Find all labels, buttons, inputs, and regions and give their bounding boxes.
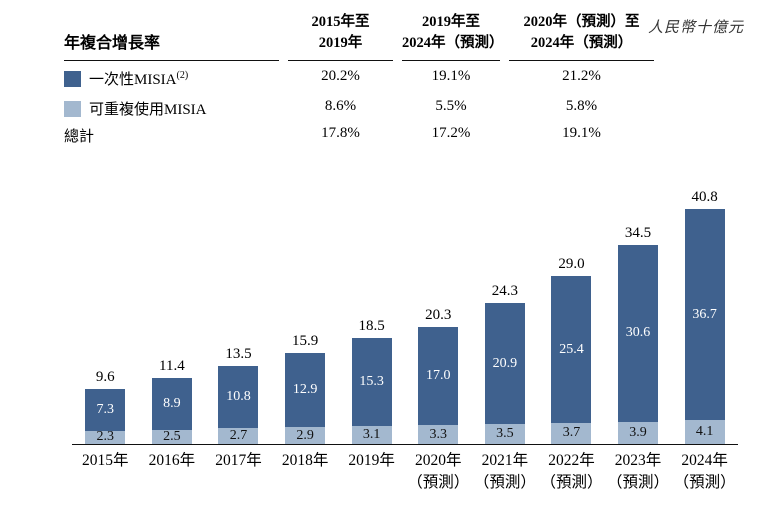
col-header-2020-2024: 2020年（預測）至 2024年（預測） xyxy=(509,12,654,62)
total-row-label: 總計 xyxy=(64,121,279,148)
bar-group: 9.6 7.3 2.3 xyxy=(72,180,139,444)
table-value: 5.5% xyxy=(435,98,467,115)
bar-total-label: 40.8 xyxy=(691,189,718,205)
bar-segment-reusable-misia: 3.3 xyxy=(418,425,459,444)
col-header-line: 2024年（預測） xyxy=(402,35,504,52)
bar-segment-onetime-misia: 12.9 xyxy=(285,353,326,428)
col-header-2015-2019: 2015年至 2019年 xyxy=(288,12,393,62)
x-axis: 2015年 2016年 2017年 2018年 2019年 2020年 （預測） 2021年（… xyxy=(72,450,738,493)
table-value: 19.1% xyxy=(431,68,471,85)
cagr-table: 年複合增長率 2015年至 2019年 2019年至 2024年（預測） 202… xyxy=(64,12,654,148)
legend-label: 一次性MISIA(2) xyxy=(89,70,189,89)
x-axis-label: 2022年 （預測） xyxy=(540,452,603,491)
table-value: 5.8% xyxy=(565,98,598,115)
bar-group: 40.8 36.7 4.1 xyxy=(671,180,738,444)
legend-swatch-dark-icon xyxy=(64,70,81,87)
bar-group: 13.5 10.8 2.7 xyxy=(205,180,272,444)
bar-segment-reusable-misia: 3.5 xyxy=(484,423,525,444)
bar-total-label: 15.9 xyxy=(291,333,319,349)
table-value: 17.2% xyxy=(431,125,471,142)
col-header-line: 2020年（預測）至 xyxy=(523,14,640,30)
bar-segment-onetime-misia: 8.9 xyxy=(151,378,192,430)
bar-total-label: 24.3 xyxy=(491,283,518,300)
x-axis-label: 2016年 xyxy=(148,452,196,469)
legend-onetime-misia: 一次性MISIA(2) xyxy=(64,61,279,91)
col-header-2019-2024: 2019年至 2024年（預測） xyxy=(402,12,504,62)
bar-segment-reusable-misia: 3.7 xyxy=(551,422,592,444)
bar-group: 11.4 8.9 2.5 xyxy=(139,180,206,444)
bar-segment-onetime-misia: 30.6 xyxy=(618,245,659,422)
bar-group: 24.3 20.9 3.5 xyxy=(472,180,539,444)
bar-group: 18.5 15.3 3.1 xyxy=(338,180,405,444)
bar-segment-reusable-misia: 2.3 xyxy=(85,430,126,444)
bar-segment-onetime-misia: 17.0 xyxy=(418,327,459,425)
x-axis-label: 2015年 xyxy=(82,452,129,469)
bar-segment-reusable-misia: 2.7 xyxy=(218,428,259,444)
bar-total-label: 20.3 xyxy=(425,307,452,324)
table-value: 19.1% xyxy=(562,125,601,142)
bar-segment-onetime-misia: 20.9 xyxy=(484,303,525,424)
table-value: 8.6% xyxy=(324,98,357,115)
bar-segment-onetime-misia: 36.7 xyxy=(684,209,725,421)
legend-swatch-light-icon xyxy=(64,100,81,117)
bar-segment-onetime-misia: 15.3 xyxy=(351,338,392,427)
bar-total-label: 29.0 xyxy=(558,256,585,273)
bar-total-label: 13.5 xyxy=(225,346,252,363)
bar-total-label: 18.5 xyxy=(358,318,385,335)
footnote-marker: (2) xyxy=(176,70,189,82)
bar-group: 34.5 30.6 3.9 xyxy=(605,180,672,444)
x-axis-label: 2021年 （預測） xyxy=(473,452,536,491)
unit-label: 人民幣十億元 xyxy=(647,20,744,36)
col-header-line: 2024年（預測） xyxy=(530,35,633,52)
stacked-bar-chart: 9.6 7.3 2.3 11.4 8.9 2.5 13.5 10.8 2.7 15.9 12.9 2.… xyxy=(72,180,738,445)
bar-total-label: 11.4 xyxy=(159,358,185,375)
table-value: 20.2% xyxy=(321,68,360,85)
table-value: 21.2% xyxy=(562,68,601,85)
x-axis-label: 2020年 （預測） xyxy=(407,452,470,491)
bar-group: 20.3 17.0 3.3 xyxy=(405,180,472,444)
bar-segment-onetime-misia: 7.3 xyxy=(85,388,126,431)
bar-segment-reusable-misia: 2.9 xyxy=(285,427,326,444)
bar-group: 15.9 12.9 2.9 xyxy=(272,180,339,444)
bar-segment-reusable-misia: 3.9 xyxy=(618,421,659,444)
table-value: 17.8% xyxy=(321,125,360,142)
bar-segment-onetime-misia: 10.8 xyxy=(218,366,259,429)
col-header-line: 2015年至 xyxy=(311,14,370,30)
x-axis-label: 2024年 （預測） xyxy=(673,452,736,491)
x-axis-label: 2017年 xyxy=(215,452,262,469)
bar-segment-reusable-misia: 3.1 xyxy=(351,426,392,444)
bar-group: 29.0 25.4 3.7 xyxy=(538,180,605,444)
bar-segment-onetime-misia: 25.4 xyxy=(551,276,592,423)
legend-reusable-misia: 可重複使用MISIA xyxy=(64,91,279,121)
x-axis-label: 2019年 xyxy=(348,452,395,469)
bar-segment-reusable-misia: 2.5 xyxy=(151,429,192,444)
bar-segment-reusable-misia: 4.1 xyxy=(684,420,725,444)
bar-total-label: 34.5 xyxy=(624,225,652,242)
legend-label: 可重複使用MISIA xyxy=(89,102,207,119)
total-label: 總計 xyxy=(64,129,95,146)
table-title: 年複合增長率 xyxy=(64,12,279,62)
bar-total-label: 9.6 xyxy=(95,368,115,385)
x-axis-label: 2023年 （預測） xyxy=(607,452,670,491)
x-axis-label: 2018年 xyxy=(281,452,329,469)
col-header-line: 2019年 xyxy=(318,35,363,52)
col-header-line: 2019年至 xyxy=(422,14,480,30)
